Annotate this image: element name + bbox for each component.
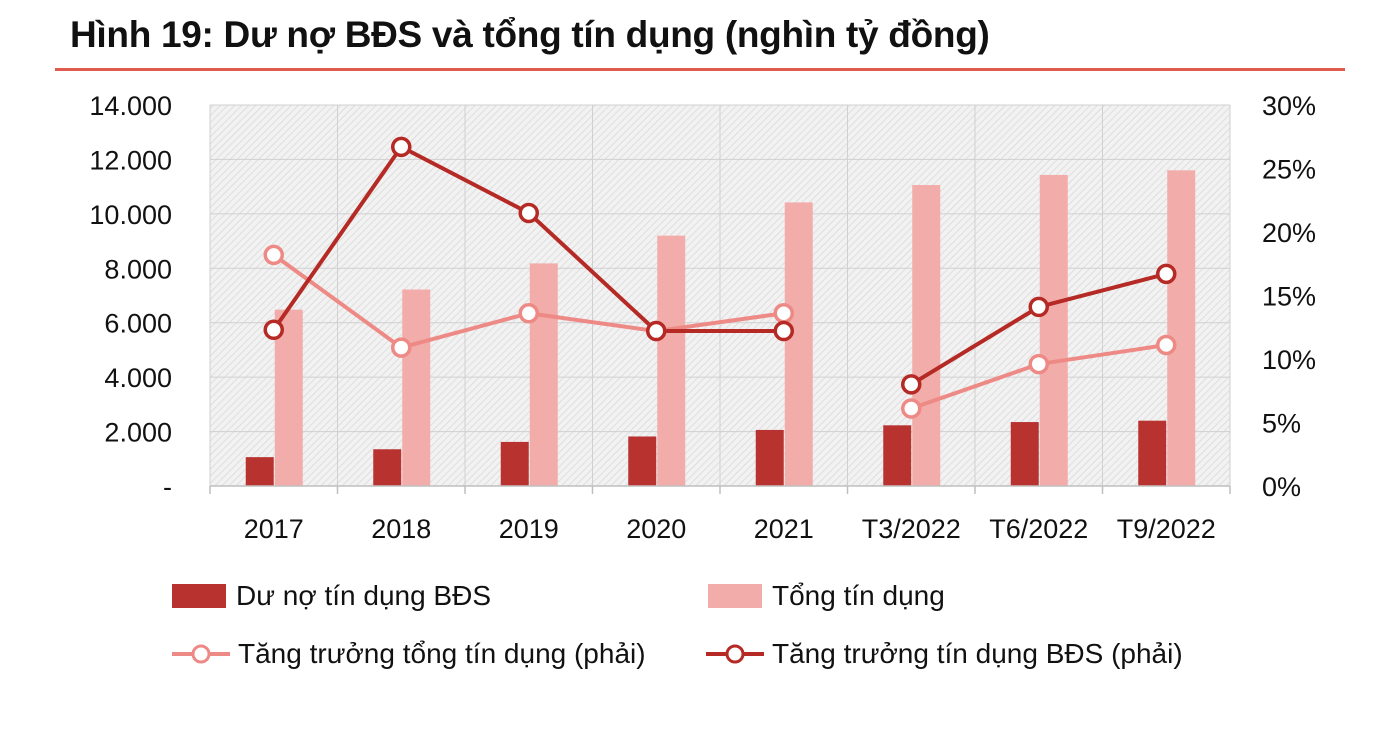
legend-swatch-total-growth (172, 644, 230, 664)
bar-total-credit (274, 309, 303, 486)
axes: 2017 2018 2019 2020 2021 T3/2022 T6/2022 T9/202… (89, 91, 1316, 544)
bar-bds-debt (1010, 422, 1039, 486)
point-bds-growth (901, 374, 922, 395)
y-right-tick-label: 20% (1262, 218, 1316, 248)
point-bds-growth (391, 136, 412, 158)
bar-bds-debt (628, 436, 657, 486)
legend-label-bds-growth: Tăng trưởng tín dụng BĐS (phải) (772, 638, 1183, 669)
y-left-tick-label: 14.000 (89, 91, 172, 121)
bar-total-credit (1039, 174, 1068, 486)
legend-item-total-growth: Tăng trưởng tổng tín dụng (phải) (172, 638, 646, 670)
x-tick-label: T6/2022 (989, 514, 1088, 544)
legend-item-bds-debt: Dư nợ tín dụng BĐS (172, 580, 491, 612)
y-left-tick-label: 4.000 (104, 363, 172, 393)
bar-bds-debt (1138, 420, 1167, 486)
point-bds-growth (518, 202, 539, 224)
legend-label-total-credit: Tổng tín dụng (772, 580, 945, 611)
y-right-tick-label: 5% (1262, 409, 1301, 439)
y-right-tick-label: 15% (1262, 282, 1316, 312)
legend-label-bds-debt: Dư nợ tín dụng BĐS (236, 580, 492, 611)
point-total-growth (263, 244, 284, 266)
bars (245, 170, 1196, 487)
y-left-tick-label: - (163, 472, 172, 502)
y-right-tick-label: 30% (1262, 91, 1316, 121)
x-tick-label: 2018 (371, 514, 431, 544)
bar-total-credit (657, 235, 686, 486)
point-total-growth (901, 398, 922, 419)
x-tick-label: T3/2022 (862, 514, 961, 544)
legend-label-total-growth: Tăng trưởng tổng tín dụng (phải) (238, 638, 646, 669)
y-left-tick-label: 2.000 (104, 418, 172, 448)
point-bds-growth (773, 320, 794, 342)
bar-bds-debt (883, 425, 912, 486)
legend-item-bds-growth: Tăng trưởng tín dụng BĐS (phải) (706, 638, 1183, 670)
legend-swatch-bds-debt (172, 584, 226, 608)
point-total-growth (1028, 353, 1049, 375)
title-divider (55, 68, 1345, 71)
chart-title: Hình 19: Dư nợ BĐS và tổng tín dụng (ngh… (70, 14, 990, 55)
y-left-tick-label: 8.000 (104, 254, 172, 284)
y-left-tick-label: 10.000 (89, 200, 172, 230)
point-bds-growth (646, 320, 667, 342)
bar-bds-debt (755, 429, 784, 486)
point-total-growth (518, 303, 539, 324)
legend-swatch-bds-growth (706, 644, 764, 664)
bar-total-credit (529, 263, 558, 486)
point-total-growth (391, 337, 412, 358)
bar-bds-debt (245, 457, 274, 486)
bar-total-credit (784, 202, 813, 487)
y-right-tick-label: 25% (1262, 155, 1316, 185)
x-tick-label: 2021 (754, 514, 814, 544)
bar-total-credit (402, 289, 431, 486)
y-right-tick-label: 0% (1262, 472, 1301, 502)
bar-bds-debt (500, 441, 529, 486)
bar-bds-debt (373, 449, 402, 486)
growth-lines (263, 136, 1177, 419)
x-tick-label: T9/2022 (1117, 514, 1216, 544)
x-tick-label: 2017 (244, 514, 304, 544)
y-left-tick-label: 6.000 (104, 309, 172, 339)
point-bds-growth (263, 319, 284, 341)
x-tick-label: 2020 (626, 514, 686, 544)
y-right-tick-label: 10% (1262, 345, 1316, 375)
x-tick-label: 2019 (499, 514, 559, 544)
legend-swatch-total-credit (708, 584, 762, 608)
bar-total-credit (1167, 170, 1196, 487)
point-bds-growth (1156, 263, 1177, 285)
point-total-growth (1156, 334, 1177, 356)
point-total-growth (773, 303, 794, 324)
point-bds-growth (1028, 296, 1049, 318)
legend-item-total-credit: Tổng tín dụng (708, 580, 945, 612)
bar-total-credit (912, 185, 941, 486)
y-left-tick-label: 12.000 (89, 145, 172, 175)
